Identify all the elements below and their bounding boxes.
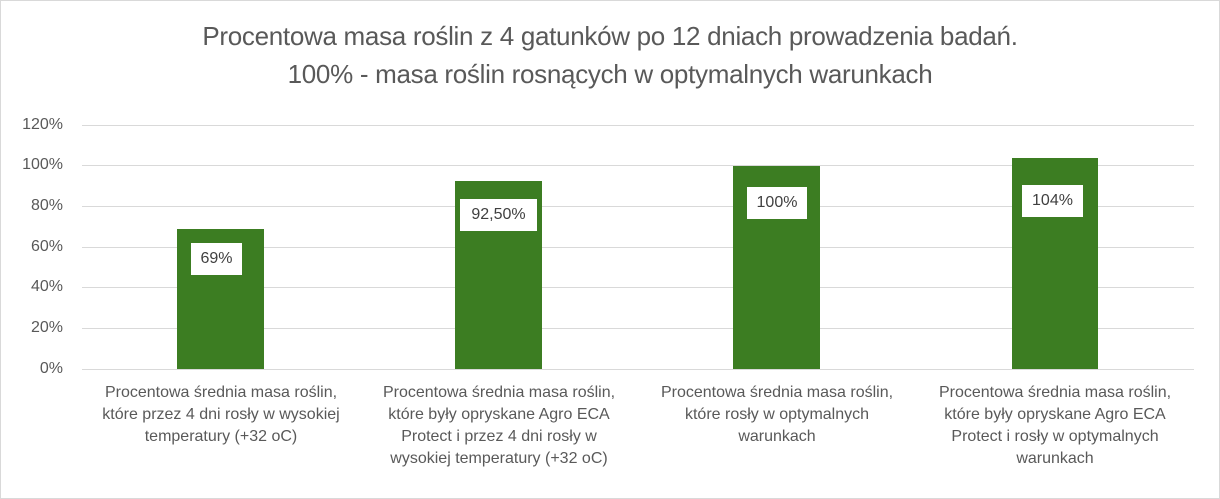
y-tick-80: 80% (30, 197, 63, 214)
gridline-40 (82, 287, 1194, 288)
data-label-2: 92,50% (460, 199, 537, 231)
category-label-4-line: które były opryskane Agro ECA (944, 406, 1166, 423)
data-label-1: 69% (191, 243, 242, 275)
category-label-4-line: warunkach (1016, 450, 1094, 467)
category-label-1: Procentowa średnia masa roślin, które pr… (82, 382, 360, 448)
category-label-1-line: Procentowa średnia masa roślin, (104, 384, 338, 401)
category-label-2: Procentowa średnia masa roślin, które by… (360, 382, 638, 470)
category-label-2-line: wysokiej temperatury (+32 oC) (390, 450, 608, 467)
chart-title-line-1: Procentowa masa roślin z 4 gatunków po 1… (202, 21, 1018, 51)
gridline-20 (82, 328, 1194, 329)
y-tick-20: 20% (30, 319, 63, 336)
data-label-4: 104% (1022, 185, 1083, 217)
x-axis-line (82, 369, 1194, 370)
gridline-80 (82, 206, 1194, 207)
category-label-2-line: Protect i przez 4 dni rosły w (401, 428, 597, 445)
y-tick-120: 120% (22, 116, 63, 133)
category-label-4-line: Procentowa średnia masa roślin, (938, 384, 1172, 401)
category-label-3-line: warunkach (738, 428, 816, 445)
category-label-4: Procentowa średnia masa roślin, które by… (916, 382, 1194, 470)
category-label-2-line: Procentowa średnia masa roślin, (382, 384, 616, 401)
category-label-1-line: temperatury (+32 oC) (144, 428, 298, 445)
gridline-60 (82, 247, 1194, 248)
gridline-120 (82, 125, 1194, 126)
data-label-3: 100% (747, 187, 807, 219)
y-tick-40: 40% (30, 278, 63, 295)
chart-title-line-2: 100% - masa roślin rosnących w optymalny… (287, 59, 933, 89)
y-tick-60: 60% (30, 238, 63, 255)
gridline-100 (82, 165, 1194, 166)
category-label-1-line: które przez 4 dni rosły w wysokiej (102, 406, 340, 423)
category-label-3-line: Procentowa średnia masa roślin, (660, 384, 894, 401)
y-tick-100: 100% (22, 156, 63, 173)
y-tick-0: 0% (39, 360, 63, 377)
category-label-2-line: które były opryskane Agro ECA (388, 406, 610, 423)
category-label-3: Procentowa średnia masa roślin, które ro… (638, 382, 916, 448)
category-label-3-line: które rosły w optymalnych (684, 406, 870, 423)
category-label-4-line: Protect i rosły w optymalnych (951, 428, 1159, 445)
